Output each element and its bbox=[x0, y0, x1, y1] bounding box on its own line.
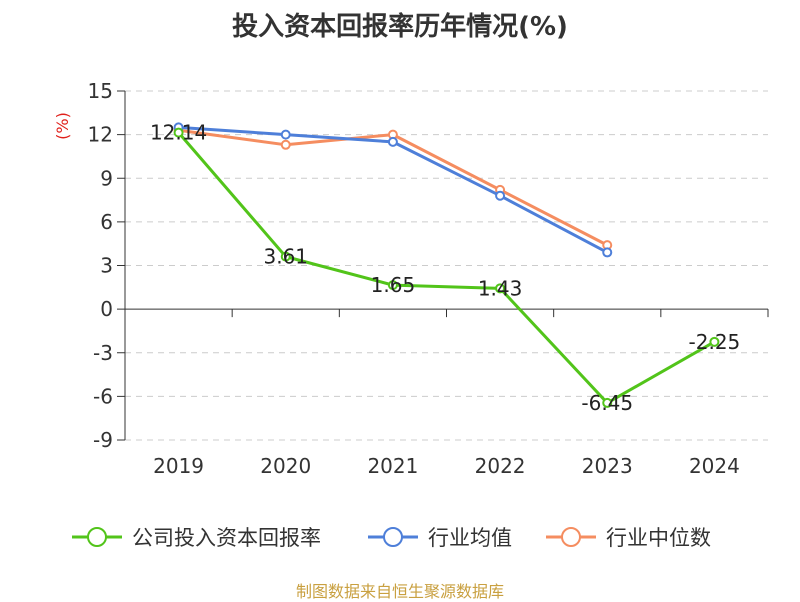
y-tick-label: 9 bbox=[100, 166, 113, 190]
data-point[interactable] bbox=[495, 190, 506, 201]
data-point[interactable] bbox=[280, 139, 291, 150]
axes: 15 12 9 6 3 0 -3 -6 -9 2019 2020 2021 2022 2023 2024 (%… bbox=[53, 79, 769, 478]
y-tick-label: -9 bbox=[93, 428, 113, 452]
data-label: -6.45 bbox=[581, 391, 633, 415]
series-line bbox=[178, 128, 608, 247]
data-point[interactable] bbox=[709, 336, 720, 347]
series-line bbox=[177, 131, 716, 405]
data-label: 12.14 bbox=[150, 121, 207, 145]
y-tick-label: 3 bbox=[100, 254, 113, 278]
legend-item[interactable]: 公司投入资本回报率 bbox=[72, 526, 321, 550]
legend-marker bbox=[383, 527, 403, 547]
data-point[interactable] bbox=[387, 136, 398, 147]
y-tick-label: -6 bbox=[93, 384, 113, 408]
data-label: -2.25 bbox=[689, 330, 741, 354]
legend: 公司投入资本回报率 行业均值 行业中位数 bbox=[72, 526, 711, 550]
x-tick-label: 2022 bbox=[475, 454, 526, 478]
data-label: 1.65 bbox=[371, 273, 416, 297]
data-point[interactable] bbox=[602, 247, 613, 258]
legend-label: 行业均值 bbox=[428, 526, 512, 550]
legend-item[interactable]: 行业均值 bbox=[368, 526, 512, 550]
x-tick-label: 2020 bbox=[260, 454, 311, 478]
legend-item[interactable]: 行业中位数 bbox=[546, 526, 711, 550]
x-tick-label: 2023 bbox=[582, 454, 633, 478]
data-point[interactable] bbox=[602, 397, 613, 408]
data-labels: 12.14 3.61 1.65 1.43 -6.45 -2.25 bbox=[150, 121, 740, 415]
data-point[interactable] bbox=[495, 283, 506, 294]
y-tick-label: 15 bbox=[88, 79, 113, 103]
data-label: 3.61 bbox=[263, 245, 308, 269]
y-tick-label: -3 bbox=[93, 341, 113, 365]
legend-marker bbox=[561, 527, 581, 547]
chart-title: 投入资本回报率历年情况(%) bbox=[232, 12, 568, 42]
y-tick-label: 0 bbox=[100, 297, 113, 321]
data-label: 1.43 bbox=[478, 276, 523, 300]
legend-marker bbox=[87, 527, 107, 547]
x-tick-label: 2021 bbox=[367, 454, 418, 478]
data-point[interactable] bbox=[173, 127, 184, 138]
grid-lines bbox=[125, 90, 768, 441]
y-tick-label: 6 bbox=[100, 210, 113, 234]
legend-label: 行业中位数 bbox=[606, 526, 711, 550]
x-tick-label: 2024 bbox=[689, 454, 740, 478]
y-axis-label: (%) bbox=[53, 112, 72, 140]
legend-label: 公司投入资本回报率 bbox=[132, 526, 321, 550]
data-point[interactable] bbox=[280, 251, 291, 262]
x-tick-label: 2019 bbox=[153, 454, 204, 478]
y-tick-label: 12 bbox=[88, 123, 113, 147]
series-lines bbox=[173, 122, 720, 408]
data-point[interactable] bbox=[387, 280, 398, 291]
data-point[interactable] bbox=[280, 129, 291, 140]
source-note: 制图数据来自恒生聚源数据库 bbox=[295, 582, 504, 601]
